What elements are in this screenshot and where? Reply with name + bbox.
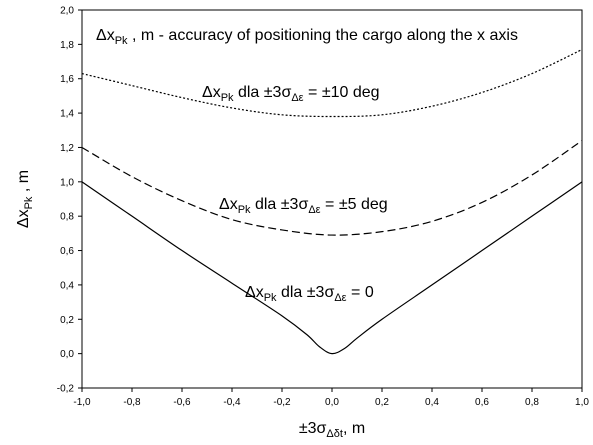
y-axis-title-tail: , m: [15, 170, 32, 197]
annotation-top-rest: , m - accuracy of positioning the cargo …: [128, 27, 518, 44]
annotation-dotted-sub2: Δε: [291, 92, 303, 104]
annotation-dashed-rest: = ±5 deg: [321, 196, 388, 213]
annotation-dotted-rest: = ±10 deg: [304, 84, 380, 101]
annotation-dotted: ΔxPk dla ±3σΔε = ±10 deg: [202, 84, 380, 104]
annotation-top-sub: Pk: [115, 35, 128, 47]
annotation-dashed-sub1: Pk: [238, 204, 251, 216]
x-tick-label: -0,8: [123, 397, 141, 408]
x-axis-title-main: ±3σ: [299, 420, 327, 437]
series-solid-line: [81, 181, 583, 355]
x-tick-label: -1,0: [73, 397, 91, 408]
annotation-dotted-sub1: Pk: [221, 92, 234, 104]
y-tick-label: 1,6: [60, 74, 74, 85]
y-tick-label: 1,8: [60, 40, 74, 51]
annotation-dashed-mid: dla ±3σ: [251, 196, 309, 213]
annotation-solid: ΔxPk dla ±3σΔε = 0: [245, 284, 374, 304]
y-tick-label: 0,4: [60, 280, 74, 291]
x-tick-label: 0,0: [325, 397, 339, 408]
annotation-solid-main: Δx: [245, 284, 264, 301]
x-tick-label: -0,4: [223, 397, 241, 408]
x-tick-label: -0,2: [273, 397, 291, 408]
y-tick-label: 0,2: [60, 315, 74, 326]
x-tick-label: 0,4: [425, 397, 439, 408]
y-axis-ticks: -0,2 0,0 0,2 0,4 0,6 0,8 1,0 1,2 1,4 1,6 1,8 2,0: [57, 6, 82, 395]
x-tick-label: 1,0: [575, 397, 589, 408]
y-tick-label: -0,2: [57, 384, 75, 395]
x-axis-title: ±3σΔδt, m: [299, 420, 365, 440]
y-axis-title: ΔxPk , m: [15, 170, 35, 228]
x-axis-title-tail: , m: [343, 420, 365, 437]
series-layer: [81, 48, 583, 355]
y-axis-title-sub: Pk: [23, 196, 35, 209]
annotation-dashed: ΔxPk dla ±3σΔε = ±5 deg: [219, 196, 388, 216]
annotation-solid-sub1: Pk: [264, 292, 277, 304]
y-tick-label: 0,6: [60, 246, 74, 257]
x-tick-label: -0,6: [173, 397, 191, 408]
x-axis-ticks: -1,0 -0,8 -0,6 -0,4 -0,2 0,0 0,2 0,4 0,6 0,8 1,0: [73, 388, 589, 408]
x-axis-title-sub: Δδt: [326, 428, 343, 440]
annotation-top: ΔxPk , m - accuracy of positioning the c…: [96, 27, 518, 47]
annotation-dashed-sub2: Δε: [308, 204, 320, 216]
y-tick-label: 0,0: [60, 349, 74, 360]
series-dashed-line: [81, 140, 583, 236]
annotation-solid-mid: dla ±3σ: [277, 284, 335, 301]
y-tick-label: 2,0: [60, 6, 74, 17]
y-tick-label: 1,4: [60, 109, 74, 120]
annotation-solid-rest: = 0: [347, 284, 374, 301]
x-tick-label: 0,6: [475, 397, 489, 408]
y-tick-label: 1,2: [60, 143, 74, 154]
annotation-dotted-mid: dla ±3σ: [234, 84, 292, 101]
x-tick-label: 0,8: [525, 397, 539, 408]
y-axis-title-main: Δx: [15, 209, 32, 228]
y-tick-label: 0,8: [60, 212, 74, 223]
annotation-dashed-main: Δx: [219, 196, 238, 213]
annotation-dotted-main: Δx: [202, 84, 221, 101]
x-tick-label: 0,2: [375, 397, 389, 408]
y-tick-label: 1,0: [60, 177, 74, 188]
annotation-top-main: Δx: [96, 27, 115, 44]
annotation-solid-sub2: Δε: [334, 292, 346, 304]
